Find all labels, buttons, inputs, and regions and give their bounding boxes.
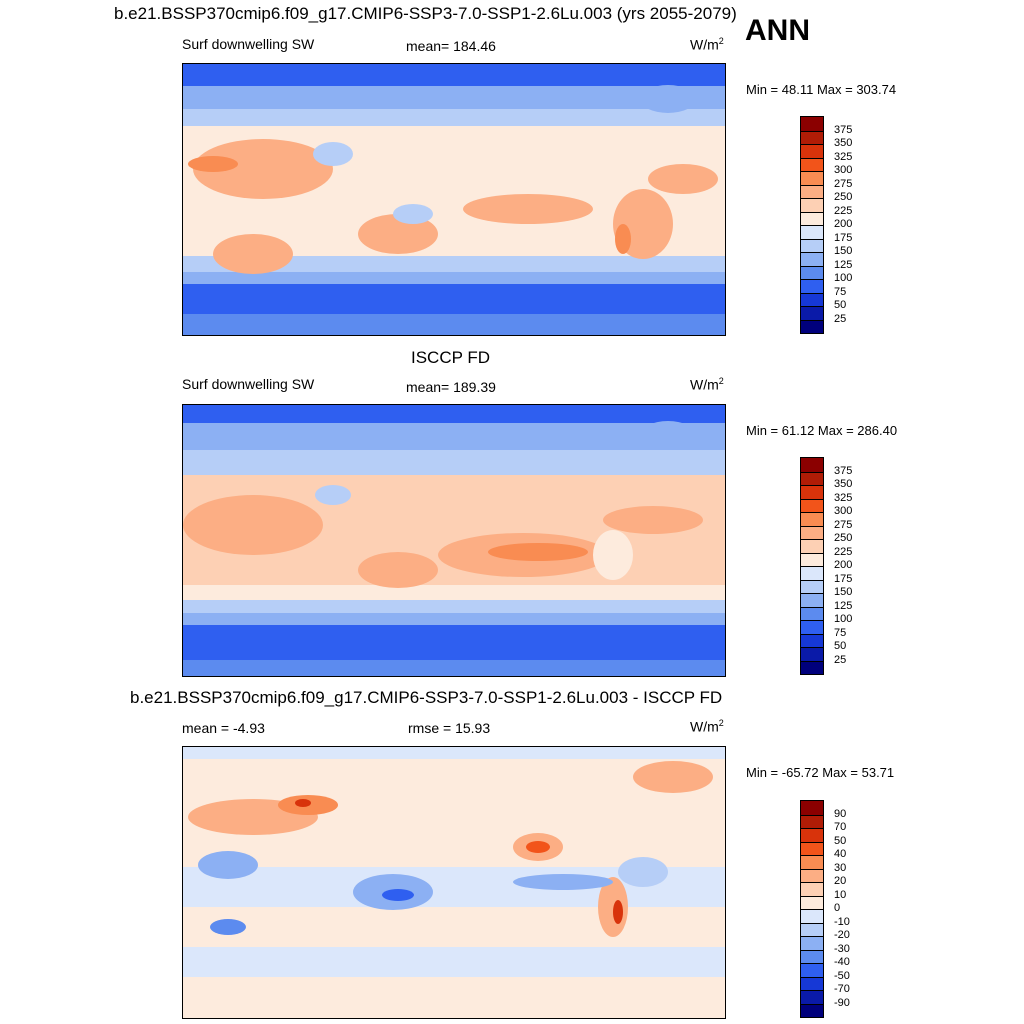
panel2-units: W/m2 xyxy=(690,376,724,393)
panel3-mean-label: mean = -4.93 xyxy=(182,720,265,736)
panel2-title: ISCCP FD xyxy=(411,348,491,367)
colorbar-tick: 150 xyxy=(834,586,853,598)
colorbar-tick: 0 xyxy=(834,902,841,914)
panel3-minmax: Min = -65.72 Max = 53.71 xyxy=(746,765,895,780)
colorbar-tick: 175 xyxy=(834,231,853,244)
colorbar-tick: 375 xyxy=(834,464,853,477)
colorbar-tick: -40 xyxy=(834,956,850,968)
panel1-colorbar xyxy=(800,116,824,334)
colorbar-tick: 275 xyxy=(834,518,853,531)
colorbar-tick: 250 xyxy=(834,191,853,203)
colorbar-tick: 25 xyxy=(834,312,847,325)
panel3-title: b.e21.BSSP370cmip6.f09_g17.CMIP6-SSP3-7.… xyxy=(130,688,723,707)
colorbar-tick: 10 xyxy=(834,888,847,901)
colorbar-tick: 30 xyxy=(834,861,847,874)
colorbar-tick: -10 xyxy=(834,915,850,928)
colorbar-tick: 300 xyxy=(834,164,853,176)
colorbar-tick: 225 xyxy=(834,204,853,217)
colorbar-tick: 200 xyxy=(834,559,853,571)
panel3-units: W/m2 xyxy=(690,718,724,735)
panel2-variable-label: Surf downwelling SW xyxy=(182,376,315,392)
colorbar-tick: 20 xyxy=(834,875,847,887)
colorbar-tick: -20 xyxy=(834,929,850,941)
colorbar-tick: 225 xyxy=(834,545,853,558)
panel3-contour-field xyxy=(183,747,725,1018)
colorbar-tick: 200 xyxy=(834,218,853,230)
panel2-mean-label: mean= 189.39 xyxy=(406,379,496,395)
colorbar-tick: 100 xyxy=(834,272,853,284)
panel2-minmax: Min = 61.12 Max = 286.40 xyxy=(746,423,898,438)
colorbar-tick: 75 xyxy=(834,626,847,639)
panel3-colorbar xyxy=(800,800,824,1018)
panel1-mean-label: mean= 184.46 xyxy=(406,38,496,54)
colorbar-tick: 275 xyxy=(834,177,853,190)
colorbar-tick: 40 xyxy=(834,848,847,860)
panel3-rmse-label: rmse = 15.93 xyxy=(408,720,491,736)
colorbar-tick: 70 xyxy=(834,821,847,833)
colorbar-tick: 150 xyxy=(834,245,853,257)
panel1-title: b.e21.BSSP370cmip6.f09_g17.CMIP6-SSP3-7.… xyxy=(114,4,737,23)
colorbar-tick: 50 xyxy=(834,299,847,311)
colorbar-tick: 90 xyxy=(834,807,847,820)
panel1-units: W/m2 xyxy=(690,36,724,53)
colorbar-tick: -50 xyxy=(834,969,850,982)
colorbar-tick: 175 xyxy=(834,572,853,585)
colorbar-tick: -30 xyxy=(834,942,850,955)
colorbar-tick: 50 xyxy=(834,640,847,652)
colorbar-tick: 350 xyxy=(834,137,853,149)
colorbar-tick: 300 xyxy=(834,505,853,517)
colorbar-tick: 375 xyxy=(834,123,853,136)
panel1-map xyxy=(182,63,726,336)
panel2-map xyxy=(182,404,726,677)
panel2-contour-field xyxy=(183,405,725,676)
panel1-variable-label: Surf downwelling SW xyxy=(182,36,315,52)
colorbar-tick: 250 xyxy=(834,532,853,544)
colorbar-tick: -70 xyxy=(834,983,850,995)
panel1-contour-field xyxy=(183,64,725,335)
colorbar-tick: 325 xyxy=(834,150,853,163)
panel2-colorbar xyxy=(800,457,824,675)
colorbar-tick: -90 xyxy=(834,996,850,1009)
colorbar-tick: 50 xyxy=(834,834,847,847)
colorbar-tick: 75 xyxy=(834,285,847,298)
season-label: ANN xyxy=(745,14,810,47)
colorbar-tick: 100 xyxy=(834,613,853,625)
colorbar-tick: 25 xyxy=(834,653,847,666)
colorbar-tick: 125 xyxy=(834,599,853,612)
colorbar-tick: 350 xyxy=(834,478,853,490)
panel1-minmax: Min = 48.11 Max = 303.74 xyxy=(746,82,897,97)
panel3-map xyxy=(182,746,726,1019)
colorbar-tick: 125 xyxy=(834,258,853,271)
colorbar-tick: 325 xyxy=(834,491,853,504)
